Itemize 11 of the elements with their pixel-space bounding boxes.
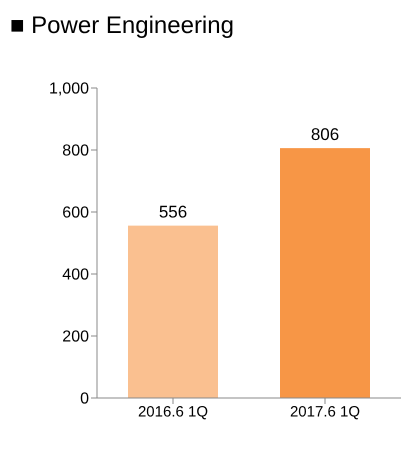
y-tick-label: 0 [80, 390, 90, 408]
y-tick-label: 400 [62, 266, 90, 284]
y-tick-label: 1,000 [48, 80, 90, 98]
y-tick-label: 800 [62, 142, 90, 160]
y-tick-label: 600 [62, 204, 90, 222]
data-label: 806 [310, 125, 340, 144]
x-tick-label: 2016.6 1Q [138, 404, 208, 421]
chart-title: ■ Power Engineering [10, 12, 235, 41]
y-tick-label: 200 [62, 328, 90, 346]
x-tick-label: 2017.6 1Q [290, 404, 360, 421]
data-label: 556 [158, 202, 188, 222]
